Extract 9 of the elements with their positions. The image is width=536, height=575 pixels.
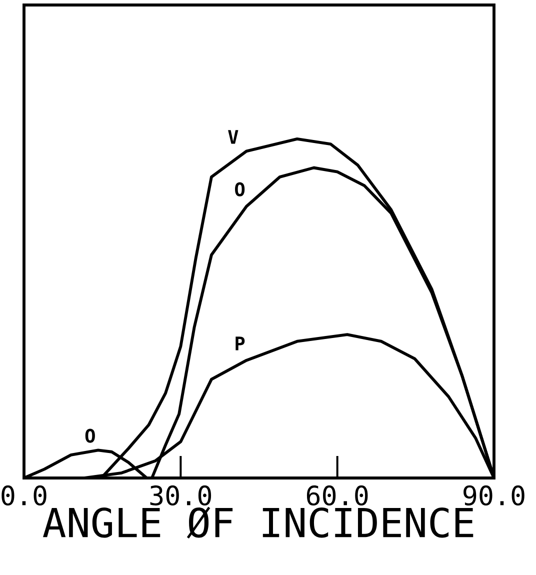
series-label: O: [85, 428, 95, 443]
series-label: V: [228, 130, 238, 144]
series-label: P: [236, 336, 245, 350]
series-label: O: [235, 182, 245, 196]
x-tick-label: 90.0: [464, 485, 524, 506]
x-tick-label: 60.0: [306, 485, 368, 506]
x-axis-title: ANGLE ØF INCIDENCE: [42, 506, 474, 539]
x-tick-label: 30.0: [150, 485, 212, 506]
x-tick-label: 0.0: [2, 485, 46, 506]
